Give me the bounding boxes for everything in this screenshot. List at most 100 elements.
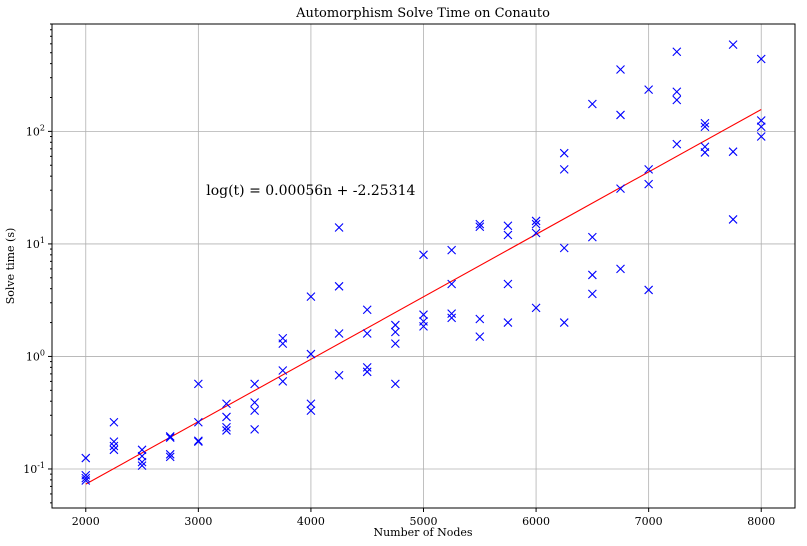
data-point: [362, 362, 372, 372]
data-point-stroke: [81, 453, 91, 463]
data-point-stroke: [503, 230, 513, 240]
data-point: [559, 318, 569, 327]
data-point: [475, 219, 485, 229]
data-point: [222, 426, 231, 435]
data-point-stroke: [672, 87, 682, 97]
data-point: [728, 147, 738, 157]
data-point-stroke: [728, 147, 738, 157]
data-point-stroke: [222, 422, 231, 432]
data-point: [756, 116, 766, 125]
data-point: [193, 417, 203, 427]
data-point: [728, 215, 738, 224]
data-point-stroke: [700, 148, 710, 157]
data-point: [503, 230, 513, 240]
data-point: [616, 184, 625, 194]
data-point: [503, 279, 513, 289]
data-point: [503, 318, 513, 327]
data-point: [165, 452, 175, 462]
data-point: [390, 327, 400, 337]
data-point-stroke: [587, 289, 597, 299]
data-point-stroke: [503, 221, 513, 231]
data-point-stroke: [503, 279, 513, 289]
data-point: [616, 264, 625, 274]
data-point-stroke: [362, 362, 372, 372]
data-point-stroke: [334, 223, 344, 232]
data-point: [419, 321, 428, 331]
data-point: [419, 310, 428, 320]
axis-ticks: 2000 3000 4000 5000 6000 7000 8000 10-1 100 101 10…: [23, 23, 775, 528]
data-point: [390, 379, 400, 389]
data-point-stroke: [306, 399, 316, 409]
data-point: [306, 406, 316, 416]
data-point: [109, 417, 119, 427]
data-point: [587, 232, 597, 242]
data-point: [559, 148, 569, 158]
data-point-stroke: [81, 476, 91, 485]
data-point: [644, 179, 654, 189]
data-point: [362, 367, 372, 377]
data-point-stroke: [616, 65, 625, 74]
data-point: [109, 437, 119, 447]
data-point: [447, 245, 457, 255]
x-tick-label: 4000: [297, 515, 325, 528]
data-point: [475, 332, 485, 342]
data-point-stroke: [644, 85, 654, 95]
data-point-stroke: [587, 99, 597, 109]
data-point: [728, 40, 738, 50]
data-point-stroke: [390, 379, 400, 389]
data-point: [222, 399, 231, 409]
data-point-stroke: [109, 445, 119, 455]
data-point-stroke: [672, 95, 682, 105]
data-point: [193, 437, 203, 447]
data-point-stroke: [278, 366, 288, 375]
data-point: [278, 366, 288, 375]
data-point: [531, 216, 541, 226]
data-point: [334, 329, 344, 338]
data-point-stroke: [756, 54, 766, 64]
data-point: [616, 110, 625, 120]
chart-title: Automorphism Solve Time on Conauto: [295, 6, 550, 21]
data-point: [193, 436, 203, 446]
data-point: [672, 95, 682, 105]
data-point: [109, 445, 119, 455]
data-point: [222, 412, 231, 422]
data-point-stroke: [390, 339, 400, 349]
data-point-stroke: [278, 339, 288, 349]
data-point: [222, 422, 231, 432]
data-point: [81, 453, 91, 463]
data-point: [756, 122, 766, 132]
data-point-stroke: [447, 313, 457, 323]
data-point: [278, 339, 288, 349]
grid-lines: [52, 24, 795, 508]
data-point-stroke: [137, 445, 147, 455]
data-point-stroke: [334, 370, 344, 380]
data-point-stroke: [109, 437, 119, 447]
data-point: [475, 222, 485, 232]
data-point-stroke: [306, 406, 316, 416]
data-point-stroke: [559, 164, 569, 174]
data-point-stroke: [616, 110, 625, 120]
data-point: [165, 431, 175, 441]
data-point: [503, 221, 513, 231]
y-tick-label: 101: [26, 236, 45, 251]
data-point: [559, 243, 569, 253]
x-tick-label: 8000: [747, 515, 775, 528]
data-point: [81, 473, 91, 483]
data-point-stroke: [362, 329, 372, 338]
data-point: [278, 377, 288, 386]
data-point: [137, 461, 147, 471]
data-point-stroke: [644, 285, 654, 295]
data-point-stroke: [728, 40, 738, 50]
data-point-stroke: [475, 222, 485, 232]
data-point: [165, 449, 175, 459]
data-point-stroke: [334, 281, 344, 291]
data-point: [390, 339, 400, 349]
data-point-stroke: [728, 215, 738, 224]
data-point: [559, 164, 569, 174]
data-point-stroke: [390, 327, 400, 337]
data-point: [644, 85, 654, 95]
data-point: [306, 349, 316, 359]
data-point-stroke: [137, 457, 147, 467]
data-point: [756, 54, 766, 64]
